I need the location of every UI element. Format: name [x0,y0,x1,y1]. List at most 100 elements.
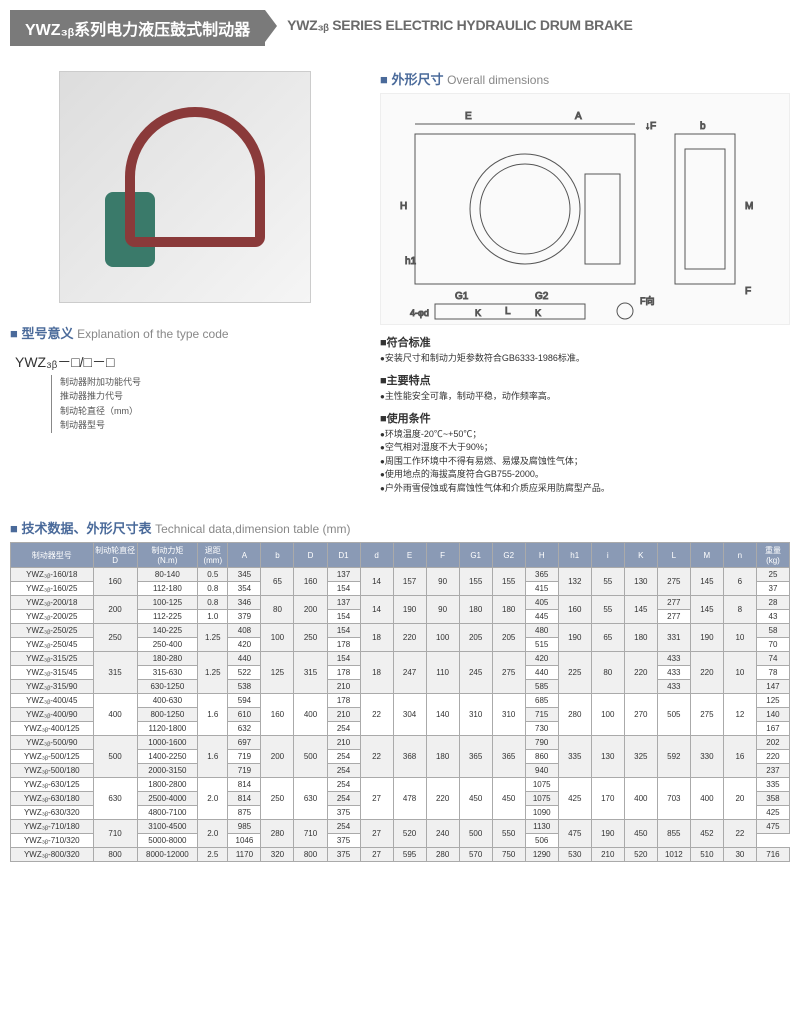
table-cell: 140-225 [137,624,198,638]
table-cell: 420 [228,638,261,652]
typecode-block: YWZ₃ᵦ－□/□－□ 制动器附加功能代号 推动器推力代号 制动轮直径（mm） … [10,347,360,438]
table-cell: 2000-3150 [137,764,198,778]
table-cell: 719 [228,764,261,778]
table-header-cell: d [360,543,393,568]
table-cell: 25 [756,568,789,582]
typecode-line: 制动器型号 [51,418,355,432]
table-cell: 335 [558,736,591,778]
table-cell: 1.6 [198,736,228,778]
table-cell: 592 [657,736,690,778]
table-cell: 800-1250 [137,708,198,722]
typecode-explanations: 制动器附加功能代号 推动器推力代号 制动轮直径（mm） 制动器型号 [55,375,355,433]
table-cell: 125 [756,694,789,708]
standard-block: 符合标准 安装尺寸和制动力矩参数符合GB6333-1986标准。 [380,335,790,365]
table-cell: 310 [492,694,525,736]
table-cell: 30 [723,848,756,862]
table-cell: 8000-12000 [137,848,198,862]
table-cell: 27 [360,848,393,862]
table-cell: 632 [228,722,261,736]
table-row: YWZ₃ᵦ-710/1807103100-45002.0985280710254… [11,820,790,834]
table-header-cell: h1 [558,543,591,568]
table-cell: 14 [360,596,393,624]
table-cell: 500 [294,736,327,778]
table-cell: 205 [459,624,492,652]
table-header-cell: 重量(kg) [756,543,789,568]
table-cell: 2.0 [198,820,228,848]
table-cell: 100 [591,694,624,736]
table-cell: 145 [690,568,723,596]
table-row: YWZ₃ᵦ-315/25315180-2801.2544012531515418… [11,652,790,666]
table-cell: 137 [327,596,360,610]
table-cell: 100-125 [137,596,198,610]
table-cell: 1120-1800 [137,722,198,736]
table-cell: 154 [327,582,360,596]
svg-text:H: H [400,201,407,212]
table-header-cell: G1 [459,543,492,568]
table-cell: 400 [624,778,657,820]
table-cell: 522 [228,666,261,680]
typecode-line: 制动轮直径（mm） [51,404,355,418]
table-row: YWZ₃ᵦ-250/25250140-2251.2540810025015418… [11,624,790,638]
table-cell: 110 [426,652,459,694]
table-cell: 220 [426,778,459,820]
table-cell: 1.25 [198,624,228,652]
table-cell: 280 [261,820,294,848]
condition-item: 周围工作环境中不得有易燃、易爆及腐蚀性气体； [380,455,790,469]
table-cell: 685 [525,694,558,708]
table-cell: 22 [723,820,756,848]
left-column: 型号意义 Explanation of the type code YWZ₃ᵦ－… [10,61,360,503]
table-cell: 800 [93,848,137,862]
table-cell: 330 [690,736,723,778]
table-cell: 250 [93,624,137,652]
table-cell: 440 [525,666,558,680]
dim-title-cn: 外形尺寸 [391,72,443,87]
table-cell: 80 [261,596,294,624]
table-cell: 160 [558,596,591,624]
table-cell: 210 [327,680,360,694]
table-cell: 145 [624,596,657,624]
table-header-cell: 制动轮直径D [93,543,137,568]
table-cell: 37 [756,582,789,596]
table-cell: 875 [228,806,261,820]
table-cell: 225 [558,652,591,694]
table-cell: 254 [327,750,360,764]
table-cell: 790 [525,736,558,750]
features-block: 主要特点 主性能安全可靠，制动平稳，动作频率高。 [380,373,790,403]
table-header-cell: 制动力矩(N.m) [137,543,198,568]
table-cell: 254 [327,792,360,806]
table-cell: 90 [426,596,459,624]
table-cell: 310 [459,694,492,736]
svg-text:F向: F向 [640,295,655,306]
technical-diagram: E A ↓F b H h1 G1 G2 L M F 4-φd K K F向 [380,93,790,325]
table-cell: YWZ₃ᵦ-315/45 [11,666,94,680]
brake-illustration [95,97,275,277]
table-cell: 860 [525,750,558,764]
table-cell: 594 [228,694,261,708]
table-cell: YWZ₃ᵦ-160/25 [11,582,94,596]
table-cell: 5000-8000 [137,834,198,848]
table-cell: 180 [426,736,459,778]
conditions-block: 使用条件 环境温度-20℃~+50℃； 空气相对湿度不大于90%； 周围工作环境… [380,411,790,495]
table-cell: 610 [228,708,261,722]
table-cell: 210 [591,848,624,862]
table-cell: 515 [525,638,558,652]
table-cell: 237 [756,764,789,778]
table-cell: 178 [327,666,360,680]
table-cell: 178 [327,694,360,708]
table-cell: 1046 [228,834,261,848]
table-cell: 630-1250 [137,680,198,694]
table-cell: 408 [228,624,261,638]
svg-text:b: b [700,121,706,132]
standard-text: 安装尺寸和制动力矩参数符合GB6333-1986标准。 [380,352,790,366]
table-cell: 190 [690,624,723,652]
table-cell: 220 [756,750,789,764]
table-cell: 345 [228,568,261,582]
table-cell: 304 [393,694,426,736]
svg-text:F: F [745,286,751,297]
table-cell: 433 [657,652,690,666]
table-cell: 1400-2250 [137,750,198,764]
table-cell: 415 [525,582,558,596]
table-cell: YWZ₃ᵦ-710/180 [11,820,94,834]
table-cell: YWZ₃ᵦ-160/18 [11,568,94,582]
table-cell: 180 [492,596,525,624]
